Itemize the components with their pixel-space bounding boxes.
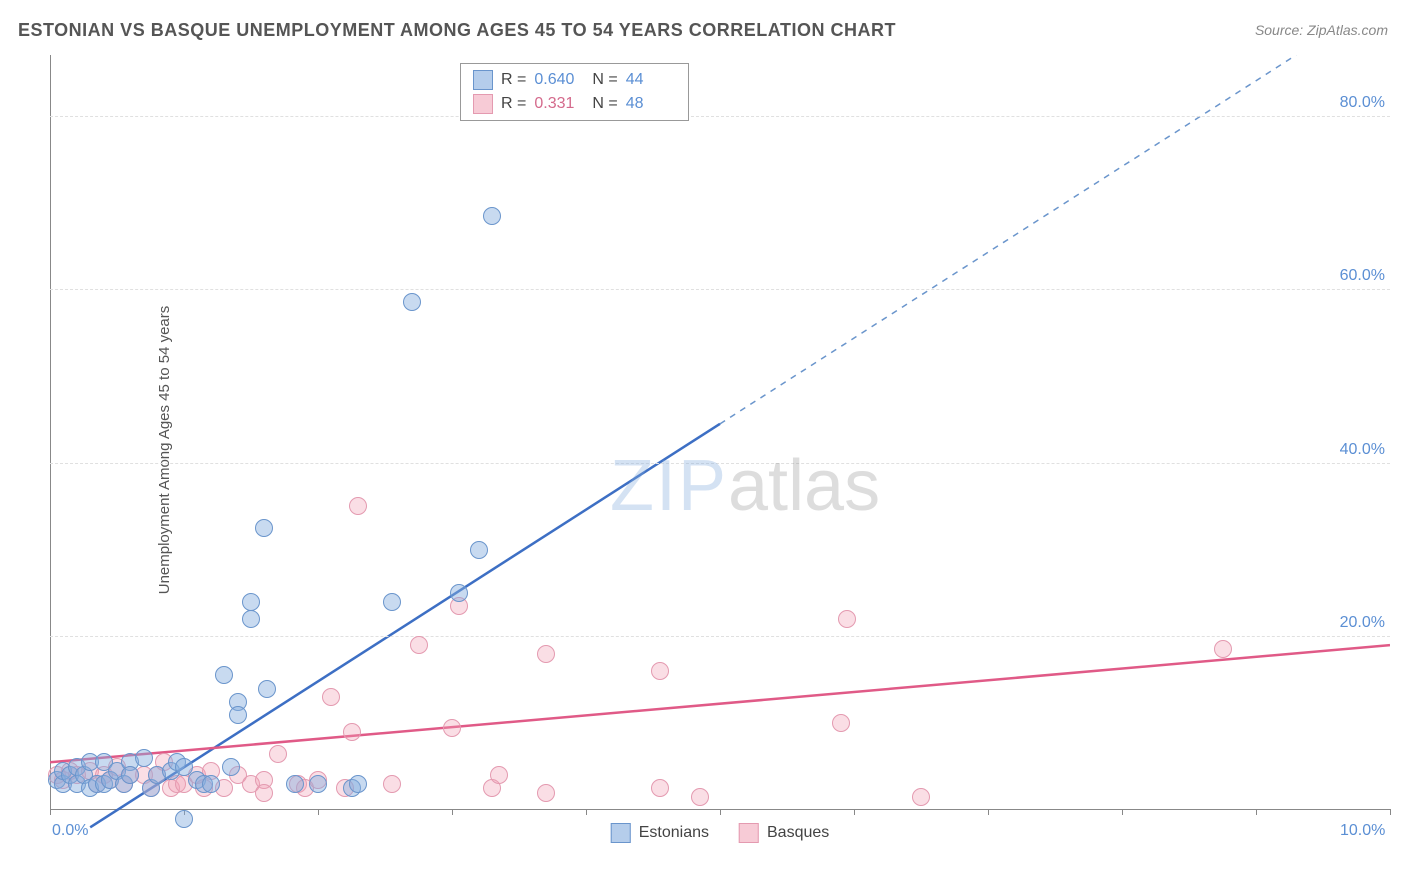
r-value-estonians: 0.640 [534, 71, 584, 89]
x-tick-label: 10.0% [1340, 822, 1385, 840]
r-label: R = [501, 71, 526, 89]
x-tick [586, 809, 587, 815]
x-tick [720, 809, 721, 815]
data-point-estonians [202, 775, 220, 793]
x-tick [988, 809, 989, 815]
data-point-estonians [175, 810, 193, 828]
legend-item-estonians: Estonians [611, 823, 709, 843]
correlation-legend: R = 0.640 N = 44 R = 0.331 N = 48 [460, 63, 689, 121]
legend-label-basques: Basques [767, 824, 829, 842]
r-label: R = [501, 95, 526, 113]
grid-line [50, 636, 1390, 637]
data-point-basques [349, 497, 367, 515]
data-point-basques [537, 645, 555, 663]
data-point-basques [490, 766, 508, 784]
swatch-pink [473, 94, 493, 114]
series-legend: Estonians Basques [611, 823, 830, 843]
legend-label-estonians: Estonians [639, 824, 709, 842]
swatch-blue [473, 70, 493, 90]
n-label: N = [592, 71, 617, 89]
y-tick-label: 40.0% [1340, 441, 1385, 459]
legend-row-basques: R = 0.331 N = 48 [473, 92, 676, 116]
data-point-estonians [242, 593, 260, 611]
data-point-estonians [349, 775, 367, 793]
source-citation: Source: ZipAtlas.com [1255, 22, 1388, 40]
legend-item-basques: Basques [739, 823, 829, 843]
trend-line [720, 55, 1296, 424]
data-point-estonians [483, 207, 501, 225]
x-tick [452, 809, 453, 815]
y-tick-label: 60.0% [1340, 267, 1385, 285]
trend-line [50, 645, 1390, 762]
data-point-basques [255, 784, 273, 802]
data-point-estonians [470, 541, 488, 559]
chart-title: ESTONIAN VS BASQUE UNEMPLOYMENT AMONG AG… [18, 20, 896, 41]
y-tick-label: 20.0% [1340, 614, 1385, 632]
grid-line [50, 463, 1390, 464]
x-tick-label: 0.0% [52, 822, 88, 840]
data-point-estonians [450, 584, 468, 602]
n-label: N = [592, 95, 617, 113]
x-tick [1256, 809, 1257, 815]
r-value-basques: 0.331 [534, 95, 584, 113]
data-point-basques [651, 662, 669, 680]
grid-line [50, 289, 1390, 290]
x-tick [1390, 809, 1391, 815]
x-tick [854, 809, 855, 815]
data-point-basques [1214, 640, 1232, 658]
legend-row-estonians: R = 0.640 N = 44 [473, 68, 676, 92]
data-point-estonians [309, 775, 327, 793]
x-tick [1122, 809, 1123, 815]
data-point-basques [343, 723, 361, 741]
trend-lines-svg [50, 55, 1390, 845]
data-point-basques [537, 784, 555, 802]
grid-line [50, 116, 1390, 117]
data-point-estonians [242, 610, 260, 628]
data-point-basques [838, 610, 856, 628]
data-point-estonians [121, 766, 139, 784]
scatter-plot: 20.0% 40.0% 60.0% 80.0% 0.0% 10.0% [50, 55, 1390, 845]
source-name: ZipAtlas.com [1307, 22, 1388, 38]
data-point-estonians [403, 293, 421, 311]
x-tick [318, 809, 319, 815]
data-point-estonians [229, 706, 247, 724]
data-point-basques [912, 788, 930, 806]
data-point-basques [322, 688, 340, 706]
swatch-blue-icon [611, 823, 631, 843]
data-point-estonians [286, 775, 304, 793]
swatch-pink-icon [739, 823, 759, 843]
data-point-estonians [215, 666, 233, 684]
data-point-estonians [255, 519, 273, 537]
data-point-basques [443, 719, 461, 737]
y-tick-label: 80.0% [1340, 94, 1385, 112]
chart-container: Unemployment Among Ages 45 to 54 years 2… [50, 55, 1390, 845]
n-value-estonians: 44 [626, 71, 676, 89]
data-point-basques [269, 745, 287, 763]
data-point-basques [383, 775, 401, 793]
y-axis-line [50, 55, 51, 810]
source-prefix: Source: [1255, 22, 1307, 38]
data-point-estonians [135, 749, 153, 767]
data-point-basques [691, 788, 709, 806]
data-point-estonians [383, 593, 401, 611]
data-point-estonians [258, 680, 276, 698]
data-point-estonians [222, 758, 240, 776]
data-point-basques [832, 714, 850, 732]
data-point-basques [410, 636, 428, 654]
data-point-basques [651, 779, 669, 797]
x-tick [50, 809, 51, 815]
n-value-basques: 48 [626, 95, 676, 113]
